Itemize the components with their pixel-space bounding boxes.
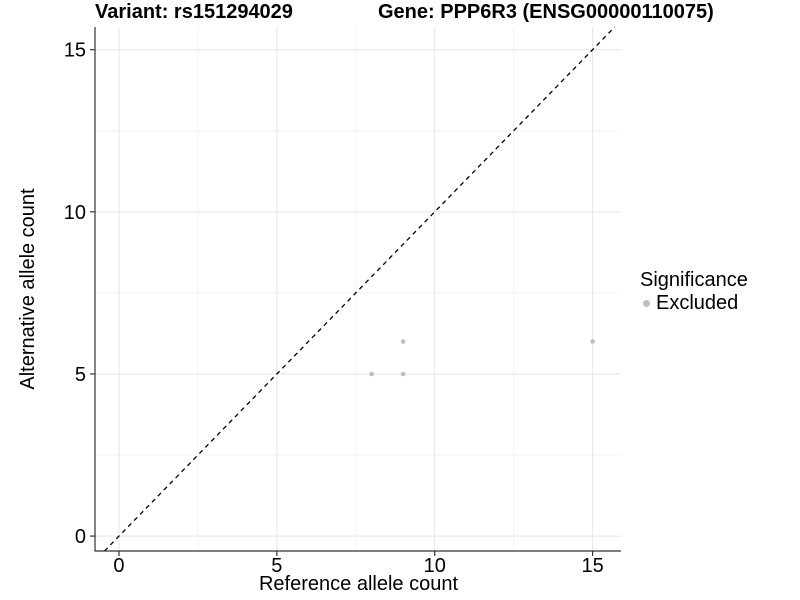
x-tick-label: 10 — [424, 555, 446, 577]
y-tick-label: 0 — [75, 526, 86, 548]
x-axis-title: Reference allele count — [258, 573, 458, 595]
data-point — [400, 371, 406, 377]
x-tick-label: 15 — [581, 555, 603, 577]
data-point — [369, 371, 374, 377]
legend-item-label: Excluded — [656, 292, 739, 314]
data-point — [400, 339, 406, 344]
y-tick-label: 10 — [64, 202, 86, 224]
identity-line — [104, 26, 616, 552]
data-point — [590, 339, 595, 344]
x-tick-label: 5 — [271, 555, 282, 577]
legend: Significance Excluded — [640, 269, 748, 314]
y-axis-title: Alternative allele count — [17, 188, 39, 390]
y-tick-label: 5 — [75, 364, 86, 386]
y-tick-label: 15 — [64, 40, 86, 62]
plot-title-gene: Gene: PPP6R3 (ENSG00000110075) — [378, 1, 714, 23]
legend-key-dot-icon — [643, 299, 650, 307]
x-tick-label: 0 — [113, 555, 124, 577]
plot-title-variant: Variant: rs151294029 — [95, 1, 293, 23]
legend-title: Significance — [640, 269, 748, 291]
legend-item-excluded: Excluded — [640, 293, 748, 313]
